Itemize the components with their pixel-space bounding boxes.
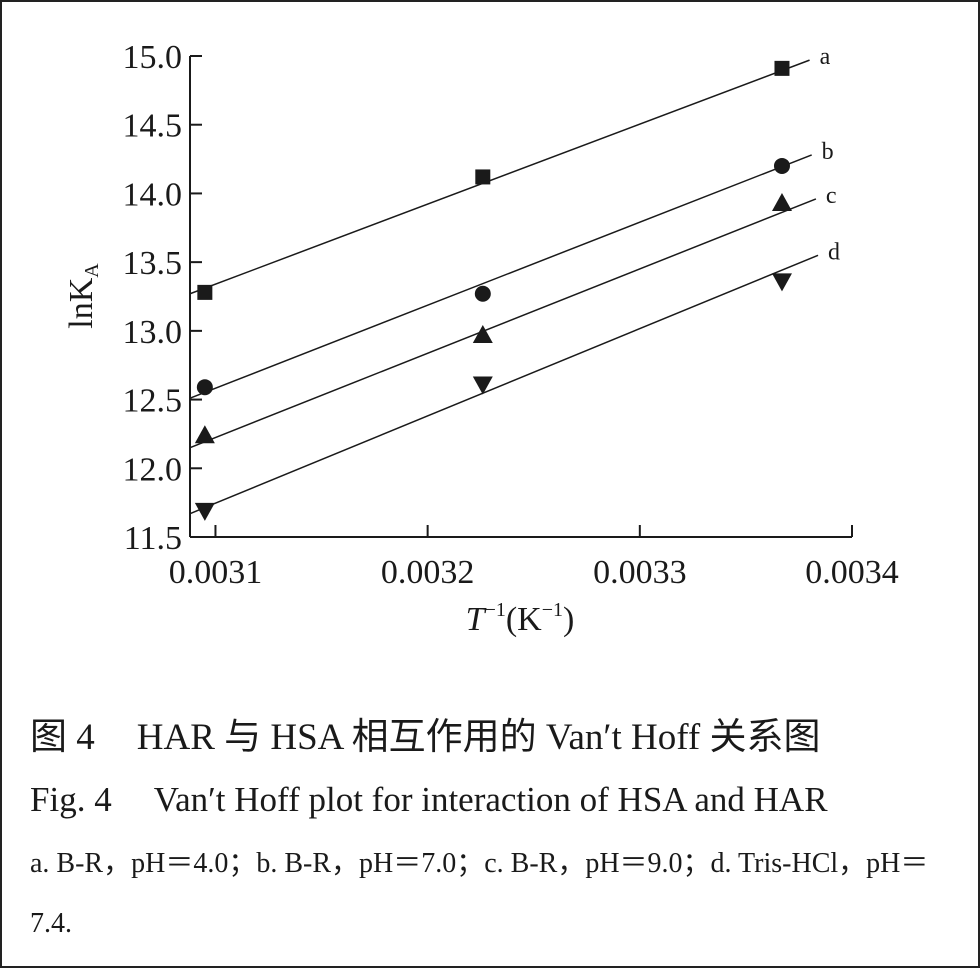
fit-line-d: [189, 254, 819, 515]
marker-c: [771, 193, 792, 212]
x-tick-label: 0.0031: [169, 554, 263, 591]
caption-cn-title: HAR 与 HSA 相互作用的 Van′t Hoff 关系图: [136, 717, 821, 758]
marker-b: [474, 285, 491, 302]
fit-line-a: [189, 59, 810, 295]
series-label-b: b: [822, 139, 834, 165]
marker-d: [472, 376, 493, 395]
y-axis-title: lnKA: [63, 263, 103, 329]
marker-c: [194, 425, 215, 444]
fit-lines: [189, 59, 819, 515]
x-tick-label: 0.0032: [381, 554, 475, 591]
fit-line-b: [189, 154, 812, 399]
marker-a: [197, 284, 213, 300]
marker-a: [774, 60, 790, 76]
fit-line-c: [189, 198, 817, 449]
marker-b: [773, 157, 790, 174]
x-tick-label: 0.0034: [805, 554, 899, 591]
caption-cn-figno: 图 4: [30, 717, 95, 758]
y-tick-label: 13.5: [123, 245, 183, 282]
series-label-d: d: [828, 239, 840, 265]
x-tick-label: 0.0033: [593, 554, 687, 591]
figure-caption: 图 4 HAR 与 HSA 相互作用的 Van′t Hoff 关系图 Fig. 4…: [30, 702, 970, 954]
y-tick-label: 15.0: [123, 39, 183, 76]
y-tick-label: 14.5: [123, 108, 183, 145]
y-tick-label: 11.5: [124, 520, 182, 557]
y-tick-label: 12.0: [123, 451, 183, 488]
marker-a: [475, 169, 491, 185]
marker-c: [472, 324, 493, 343]
caption-en-figno: Fig. 4: [30, 780, 112, 819]
x-axis-title: T−1(K−1): [466, 599, 575, 638]
y-tick-label: 14.0: [123, 176, 183, 213]
data-markers: [194, 60, 792, 521]
caption-chinese: 图 4 HAR 与 HSA 相互作用的 Van′t Hoff 关系图: [30, 708, 970, 768]
chart-ticks: 11.5 12.0 12.5 13.0 13.5 14.0 14.5 15.0 0.0031 0.…: [123, 39, 899, 591]
vant-hoff-chart: 11.5 12.0 12.5 13.0 13.5 14.0 14.5 15.0 0.0031 0.…: [63, 39, 899, 638]
y-tick-label: 12.5: [123, 383, 183, 420]
caption-english: Fig. 4 Van′t Hoff plot for interaction of…: [30, 772, 970, 828]
series-label-c: c: [826, 183, 837, 209]
y-tick-label: 13.0: [123, 314, 183, 351]
marker-d: [771, 273, 792, 292]
caption-en-title: Van′t Hoff plot for interaction of HSA a…: [153, 780, 828, 819]
series-label-a: a: [820, 44, 831, 70]
marker-b: [196, 379, 213, 396]
caption-note: a. B-R，pH＝4.0；b. B-R，pH＝7.0；c. B-R，pH＝9.…: [30, 848, 929, 939]
marker-d: [194, 502, 215, 521]
series-labels: a bc d: [820, 44, 840, 265]
chart-axes: [189, 56, 852, 538]
